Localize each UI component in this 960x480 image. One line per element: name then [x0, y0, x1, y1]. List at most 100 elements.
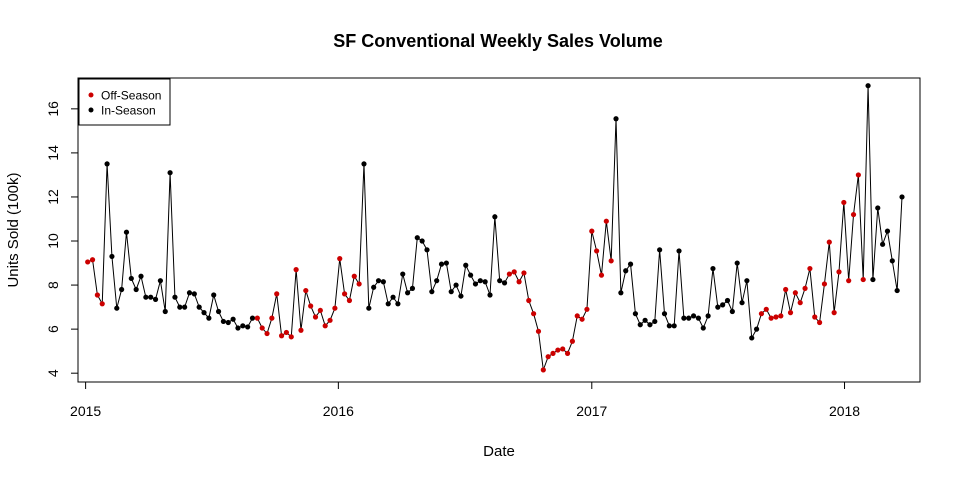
data-point-in-season — [453, 282, 459, 288]
data-point-in-season — [167, 170, 173, 176]
x-tick-label: 2018 — [829, 403, 860, 419]
data-point-off-season — [603, 218, 609, 224]
y-axis: 4 6 8 10 12 14 16 — [45, 101, 79, 377]
data-point-in-season — [884, 228, 891, 234]
legend: Off-Season In-Season — [78, 78, 171, 126]
data-point-off-season — [787, 310, 794, 316]
data-point-in-season — [380, 279, 386, 285]
y-tick-label: 14 — [45, 145, 61, 161]
data-point-in-season — [123, 229, 130, 235]
data-point-in-season — [186, 290, 193, 296]
data-point-in-season — [492, 214, 498, 220]
data-point-in-season — [613, 116, 619, 122]
data-point-in-season — [681, 315, 687, 321]
data-point-off-season — [836, 269, 842, 275]
data-point-in-season — [230, 316, 236, 322]
data-point-in-season — [671, 323, 677, 329]
data-point-in-season — [497, 278, 503, 284]
data-point-off-season — [807, 265, 813, 272]
data-point-off-season — [535, 328, 542, 334]
data-point-in-season — [744, 278, 750, 284]
data-point-off-season — [783, 286, 789, 293]
data-point-in-season — [400, 271, 406, 277]
data-point-in-season — [458, 293, 464, 299]
data-point-in-season — [734, 260, 740, 266]
data-point-in-season — [875, 205, 881, 211]
data-point-off-season — [264, 330, 270, 337]
x-axis-label: Date — [483, 443, 515, 460]
data-point-in-season — [676, 248, 682, 254]
data-point-in-season — [753, 326, 760, 332]
data-point-off-season — [356, 281, 362, 287]
data-point-in-season — [894, 287, 900, 294]
data-point-in-season — [409, 285, 416, 291]
data-point-off-season — [259, 325, 265, 331]
plot-frame — [77, 77, 921, 383]
data-point-off-season — [545, 354, 551, 360]
data-point-in-season — [211, 292, 217, 298]
data-point-in-season — [880, 241, 886, 247]
data-point-in-season — [429, 289, 435, 295]
data-point-in-season — [172, 294, 178, 300]
data-point-off-season — [254, 315, 260, 321]
data-point-off-season — [269, 315, 275, 321]
data-point-off-season — [288, 334, 294, 340]
legend-marker-off-season — [88, 92, 94, 98]
data-point-in-season — [419, 238, 425, 244]
data-point-off-season — [574, 313, 580, 319]
data-point-off-season — [278, 333, 285, 339]
data-point-off-season — [598, 272, 605, 278]
data-point-off-season — [526, 297, 532, 304]
data-point-in-season — [375, 278, 382, 284]
data-point-off-season — [855, 172, 861, 178]
y-tick-label: 4 — [45, 369, 61, 377]
data-point-off-season — [773, 314, 779, 320]
data-point-in-season — [434, 278, 440, 284]
chart-title: SF Conventional Weekly Sales Volume — [333, 31, 662, 51]
data-point-in-season — [240, 323, 246, 329]
y-tick-label: 12 — [45, 189, 61, 205]
data-point-off-season — [778, 313, 784, 319]
legend-label-off-season: Off-Season — [101, 89, 161, 103]
series-line — [87, 85, 903, 371]
data-point-in-season — [739, 300, 745, 306]
data-point-in-season — [632, 311, 639, 317]
data-point-off-season — [332, 305, 338, 311]
data-point-off-season — [792, 290, 798, 296]
data-point-in-season — [865, 83, 871, 89]
data-point-off-season — [569, 338, 576, 344]
data-point-off-season — [341, 291, 348, 297]
data-point-off-season — [797, 300, 803, 306]
y-axis-label: Units Sold (100k) — [5, 172, 22, 287]
data-point-in-season — [710, 265, 716, 272]
y-tick-label: 6 — [45, 325, 61, 333]
data-point-in-season — [623, 268, 629, 274]
data-point-in-season — [366, 305, 372, 311]
data-point-off-season — [303, 287, 309, 294]
data-point-in-season — [215, 308, 222, 315]
data-point-in-season — [695, 315, 702, 321]
data-point-in-season — [128, 275, 134, 282]
data-point-off-season — [817, 319, 823, 326]
data-point-in-season — [225, 319, 231, 326]
data-point-in-season — [395, 301, 401, 307]
data-point-in-season — [405, 290, 411, 296]
data-point-off-season — [94, 292, 100, 298]
data-point-in-season — [249, 315, 256, 321]
data-point-off-season — [826, 239, 832, 245]
data-point-in-season — [501, 280, 508, 286]
data-point-off-season — [608, 258, 614, 264]
data-point-in-season — [899, 194, 905, 200]
x-tick-label: 2015 — [70, 403, 101, 419]
data-point-off-season — [308, 303, 314, 309]
data-point-off-season — [850, 211, 857, 218]
data-point-off-season — [317, 307, 323, 314]
data-point-off-season — [564, 350, 571, 356]
data-point-in-season — [443, 260, 449, 266]
data-point-off-season — [846, 278, 852, 284]
data-point-off-season — [312, 314, 319, 320]
data-point-in-season — [729, 308, 735, 315]
data-point-in-season — [657, 247, 663, 253]
data-point-in-season — [109, 253, 115, 260]
data-point-in-season — [119, 286, 125, 293]
